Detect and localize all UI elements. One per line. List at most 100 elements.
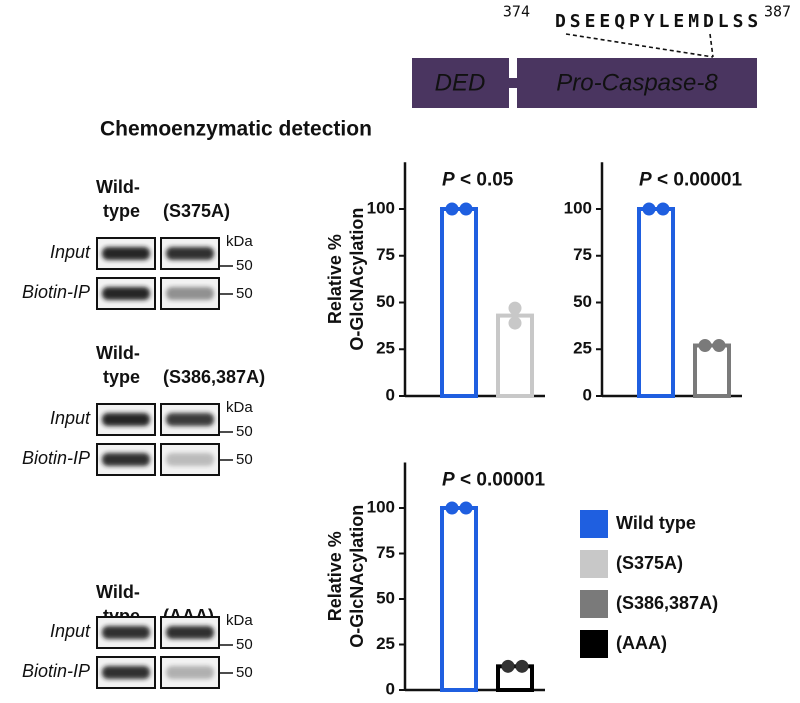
residue-end: 387: [764, 3, 791, 21]
box-label: DED: [435, 69, 486, 96]
marker-label: 50: [236, 451, 253, 468]
p-value: < 0.00001: [657, 169, 742, 190]
site-line: [565, 33, 714, 58]
legend-label: (AAA): [616, 633, 667, 653]
residue: E: [673, 11, 684, 32]
p-symbol: P: [442, 169, 455, 190]
marker-label: 50: [236, 636, 253, 653]
data-point: [642, 202, 656, 216]
y-tick-label: 25: [573, 339, 592, 358]
residue-start: 374: [503, 3, 530, 21]
lane-label: (S375A): [163, 201, 230, 221]
p-symbol: P: [442, 470, 455, 491]
band: [102, 247, 150, 260]
kda-label: kDa: [226, 233, 253, 250]
data-point: [459, 202, 473, 216]
residue: E: [599, 11, 610, 32]
y-tick-label: 0: [583, 385, 592, 404]
y-tick-label: 100: [367, 198, 395, 217]
row-label: Input: [50, 242, 91, 262]
lane-label: Wild-: [96, 582, 140, 602]
data-point: [515, 659, 529, 673]
y-tick-label: 100: [564, 198, 592, 217]
data-point: [459, 501, 473, 515]
lane-label: Wild-: [96, 177, 140, 197]
marker-label: 50: [236, 285, 253, 302]
data-point: [508, 316, 522, 330]
residue: Y: [644, 11, 655, 32]
y-tick-label: 50: [376, 292, 395, 311]
data-point: [445, 501, 459, 515]
kda-label: kDa: [226, 399, 253, 416]
legend-swatch: [580, 630, 608, 658]
residue: S: [570, 11, 581, 32]
marker-label: 50: [236, 423, 253, 440]
residue: Q: [614, 11, 625, 32]
row-label: Input: [50, 408, 91, 428]
blot-title: Chemoenzymatic detection: [100, 118, 372, 141]
band: [166, 666, 214, 679]
band: [166, 247, 214, 260]
ded-box: [412, 58, 509, 108]
bar: [637, 207, 675, 398]
band: [102, 453, 150, 466]
band: [102, 287, 150, 300]
row-label: Biotin-IP: [22, 282, 90, 302]
linker: [509, 78, 517, 88]
y-axis-label: O-GlcNAcylation: [347, 208, 367, 351]
data-point: [656, 202, 670, 216]
y-tick-label: 25: [376, 339, 395, 358]
p-value: < 0.00001: [460, 470, 545, 491]
y-tick-label: 75: [376, 245, 395, 264]
y-tick-label: 25: [376, 634, 395, 653]
bar: [440, 207, 478, 398]
y-axis-label: O-GlcNAcylation: [347, 505, 367, 648]
residue: L: [659, 11, 670, 32]
bar: [693, 343, 731, 399]
data-point: [698, 339, 712, 353]
band: [102, 666, 150, 679]
legend-label: (S386,387A): [616, 593, 718, 613]
lane-label: type: [103, 201, 140, 221]
row-label: Biotin-IP: [22, 448, 90, 468]
bar: [440, 506, 478, 692]
y-axis-label: Relative %: [325, 234, 345, 324]
y-tick-label: 100: [367, 497, 395, 516]
caspase-box: [517, 58, 757, 108]
p-symbol: P: [639, 169, 652, 190]
residue: P: [629, 11, 640, 32]
p-value: < 0.05: [460, 169, 514, 190]
y-tick-label: 0: [386, 385, 395, 404]
marker-label: 50: [236, 257, 253, 274]
residue: M: [688, 11, 699, 32]
band: [166, 413, 214, 426]
band: [166, 626, 214, 639]
band: [166, 453, 214, 466]
residue: S: [733, 11, 744, 32]
residue: E: [585, 11, 596, 32]
band: [166, 287, 214, 300]
residue: L: [718, 11, 729, 32]
row-label: Input: [50, 621, 91, 641]
band: [102, 413, 150, 426]
data-point: [712, 339, 726, 353]
y-tick-label: 0: [386, 679, 395, 698]
legend-swatch: [580, 590, 608, 618]
site-line: [709, 33, 714, 58]
box-label: Pro-Caspase-8: [556, 69, 718, 96]
data-point: [501, 659, 515, 673]
kda-label: kDa: [226, 612, 253, 629]
data-point: [445, 202, 459, 216]
legend-label: (S375A): [616, 553, 683, 573]
legend-swatch: [580, 550, 608, 578]
lane-label: type: [103, 367, 140, 387]
legend-swatch: [580, 510, 608, 538]
y-tick-label: 75: [573, 245, 592, 264]
y-tick-label: 50: [573, 292, 592, 311]
marker-label: 50: [236, 664, 253, 681]
data-point: [508, 301, 522, 315]
lane-label: (S386,387A): [163, 367, 265, 387]
y-axis-label: Relative %: [325, 531, 345, 621]
row-label: Biotin-IP: [22, 661, 90, 681]
